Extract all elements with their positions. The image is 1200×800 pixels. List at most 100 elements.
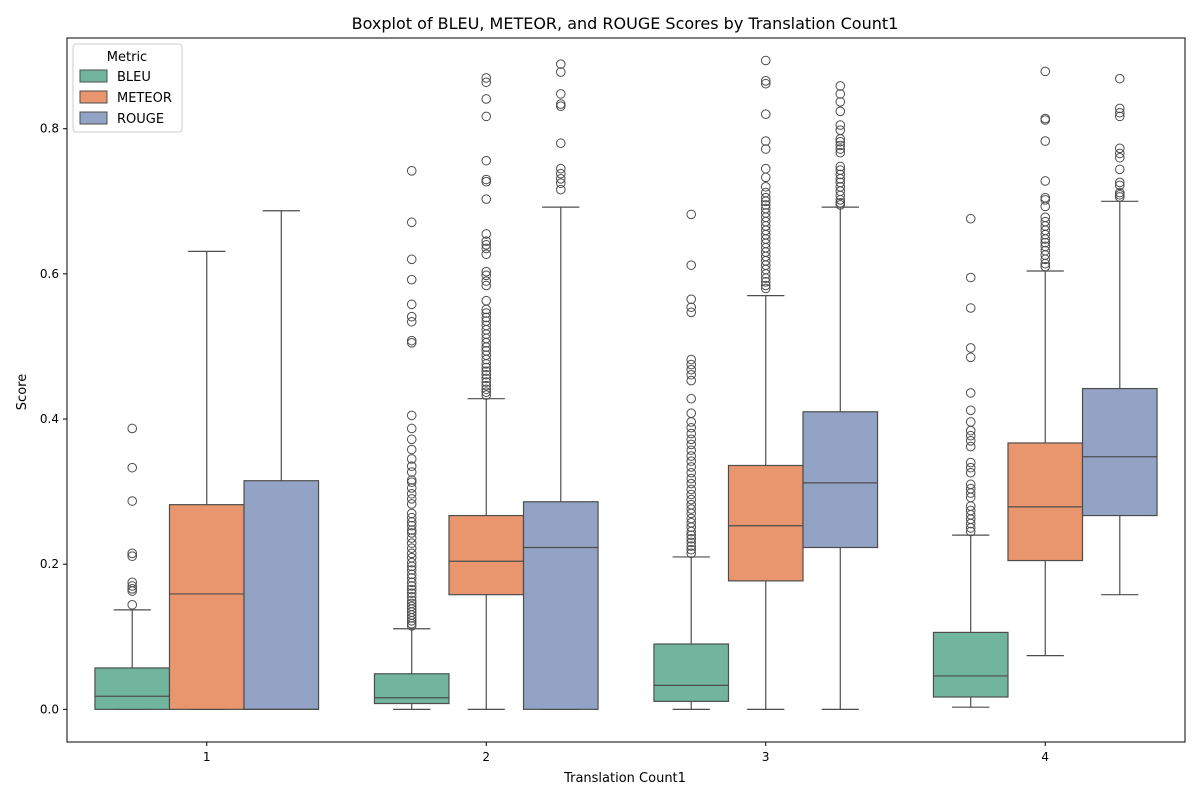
outlier-point <box>760 192 771 203</box>
outlier-point <box>406 335 417 346</box>
outlier-point <box>686 537 697 548</box>
outlier-point <box>760 200 771 210</box>
outlier-point <box>127 462 138 473</box>
outlier-point <box>481 194 492 204</box>
box-bleu-2 <box>373 166 450 710</box>
outlier-point <box>965 343 976 353</box>
outlier-point <box>406 528 417 538</box>
outlier-point <box>406 569 417 580</box>
outlier-point <box>481 380 492 391</box>
outlier-point <box>1040 258 1051 269</box>
outlier-point <box>686 508 697 519</box>
iqr-box <box>653 643 730 702</box>
outlier-point <box>835 97 846 107</box>
box-bleu-4 <box>932 213 1009 708</box>
outlier-point <box>835 161 846 172</box>
outlier-point <box>406 311 417 322</box>
outlier-point <box>835 140 846 151</box>
outlier-point <box>760 181 771 192</box>
outlier-point <box>406 581 417 591</box>
outlier-point <box>406 543 417 554</box>
outlier-point <box>555 163 566 174</box>
outlier-point <box>686 428 697 439</box>
outlier-point <box>760 280 771 291</box>
outlier-point <box>481 384 492 395</box>
outlier-point <box>760 55 771 66</box>
outlier-point <box>965 272 976 283</box>
box-rouge-4 <box>1081 73 1158 596</box>
outlier-point <box>481 111 492 122</box>
outlier-point <box>760 283 771 294</box>
outlier-point <box>555 178 566 188</box>
outlier-point <box>1114 187 1125 198</box>
outlier-point <box>406 588 417 599</box>
outlier-point <box>1114 73 1125 84</box>
outlier-point <box>1040 234 1051 244</box>
outlier-point <box>406 525 417 535</box>
legend-label-meteor: METEOR <box>117 91 172 106</box>
outlier-point <box>1114 152 1125 163</box>
outlier-point <box>406 338 417 348</box>
outlier-point <box>555 59 566 69</box>
iqr-box <box>802 411 879 549</box>
outlier-point <box>481 73 492 83</box>
outlier-point <box>835 200 846 210</box>
legend-items: BLEU METEOR ROUGE <box>79 69 172 127</box>
box-meteor-3 <box>727 55 804 710</box>
iqr-box <box>243 480 320 710</box>
outlier-point <box>965 405 976 416</box>
outlier-point <box>481 369 492 380</box>
outlier-point <box>555 168 566 179</box>
outlier-point <box>965 518 976 529</box>
outlier-point <box>686 422 697 433</box>
outlier-point <box>686 364 697 375</box>
outlier-point <box>1114 103 1125 114</box>
outlier-point <box>835 190 846 201</box>
outlier-point <box>406 254 417 265</box>
outlier-point <box>406 621 417 631</box>
outlier-point <box>481 270 492 281</box>
outlier-point <box>1114 192 1125 202</box>
outlier-point <box>406 467 417 477</box>
legend-swatch-bleu <box>79 69 108 83</box>
box-bleu-3 <box>653 209 730 710</box>
outlier-point <box>686 359 697 370</box>
outlier-point <box>835 136 846 147</box>
outlier-point <box>686 533 697 544</box>
outlier-point <box>835 195 846 205</box>
outlier-point <box>1114 180 1125 191</box>
outlier-point <box>406 561 417 572</box>
outlier-point <box>481 236 492 247</box>
outlier-point <box>127 496 138 506</box>
y-tick-label: 0.2 <box>40 557 59 571</box>
outlier-point <box>760 76 771 86</box>
outlier-point <box>1114 143 1125 154</box>
outlier-point <box>965 352 976 363</box>
outlier-point <box>127 423 138 434</box>
outlier-point <box>406 573 417 583</box>
outlier-point <box>406 613 417 623</box>
outlier-point <box>406 615 417 626</box>
iqr-box <box>727 464 804 582</box>
outlier-point <box>686 473 697 484</box>
box-rouge-1 <box>243 210 320 710</box>
x-tick-label: 2 <box>482 750 490 764</box>
outlier-point <box>481 354 492 365</box>
outlier-point <box>406 512 417 523</box>
box-meteor-1 <box>168 250 245 710</box>
legend-frame <box>72 43 183 133</box>
outlier-point <box>835 81 846 91</box>
outlier-point <box>1040 195 1051 205</box>
outlier-point <box>686 307 697 318</box>
outlier-point <box>127 586 138 596</box>
y-tick-label: 0.6 <box>40 267 59 281</box>
legend: Metric BLEU METEOR ROUGE <box>72 43 183 133</box>
outlier-point <box>686 504 697 514</box>
outlier-point <box>965 436 976 446</box>
outlier-point <box>1040 176 1051 186</box>
outlier-point <box>406 299 417 310</box>
box-meteor-4 <box>1007 66 1084 657</box>
outlier-point <box>1114 111 1125 122</box>
outlier-point <box>481 174 492 185</box>
outlier-point <box>481 243 492 254</box>
